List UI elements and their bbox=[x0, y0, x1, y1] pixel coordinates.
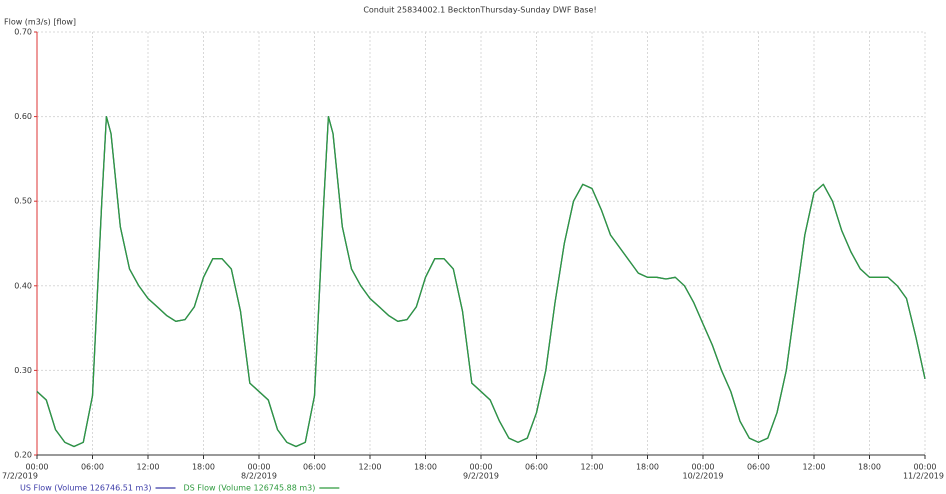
x-tick-label: 06:00 bbox=[81, 463, 104, 472]
x-tick-label: 12:00 bbox=[802, 463, 825, 472]
x-tick-label: 06:00 bbox=[303, 463, 326, 472]
chart-title: Conduit 25834002.1 BecktonThursday-Sunda… bbox=[363, 6, 596, 15]
y-tick-label: 0.70 bbox=[14, 28, 32, 37]
x-date-label: 8/2/2019 bbox=[241, 472, 277, 481]
legend-label: DS Flow (Volume 126745.88 m3) bbox=[184, 484, 316, 493]
x-tick-label: 12:00 bbox=[580, 463, 603, 472]
x-date-label: 10/2/2019 bbox=[682, 472, 723, 481]
x-tick-label: 06:00 bbox=[525, 463, 548, 472]
x-tick-label: 12:00 bbox=[358, 463, 381, 472]
x-tick-label: 00:00 bbox=[247, 463, 270, 472]
x-tick-label: 12:00 bbox=[136, 463, 159, 472]
y-tick-label: 0.60 bbox=[14, 112, 32, 121]
x-tick-label: 18:00 bbox=[858, 463, 881, 472]
x-tick-label: 18:00 bbox=[192, 463, 215, 472]
x-date-label: 9/2/2019 bbox=[463, 472, 499, 481]
x-tick-label: 00:00 bbox=[469, 463, 492, 472]
series-line bbox=[36, 115, 926, 448]
x-date-label: 11/2/2019 bbox=[903, 472, 944, 481]
legend-label: US Flow (Volume 126746.51 m3) bbox=[20, 484, 152, 493]
x-tick-label: 18:00 bbox=[636, 463, 659, 472]
y-tick-label: 0.50 bbox=[14, 197, 32, 206]
x-tick-label: 18:00 bbox=[414, 463, 437, 472]
x-tick-label: 00:00 bbox=[691, 463, 714, 472]
x-date-label: 7/2/2019 bbox=[2, 472, 38, 481]
x-tick-label: 00:00 bbox=[913, 463, 936, 472]
x-tick-label: 00:00 bbox=[25, 463, 48, 472]
x-tick-label: 06:00 bbox=[747, 463, 770, 472]
y-axis-label: Flow (m3/s) [flow] bbox=[4, 18, 76, 27]
y-tick-label: 0.30 bbox=[14, 366, 32, 375]
y-tick-label: 0.20 bbox=[14, 451, 32, 460]
y-tick-label: 0.40 bbox=[14, 281, 32, 290]
